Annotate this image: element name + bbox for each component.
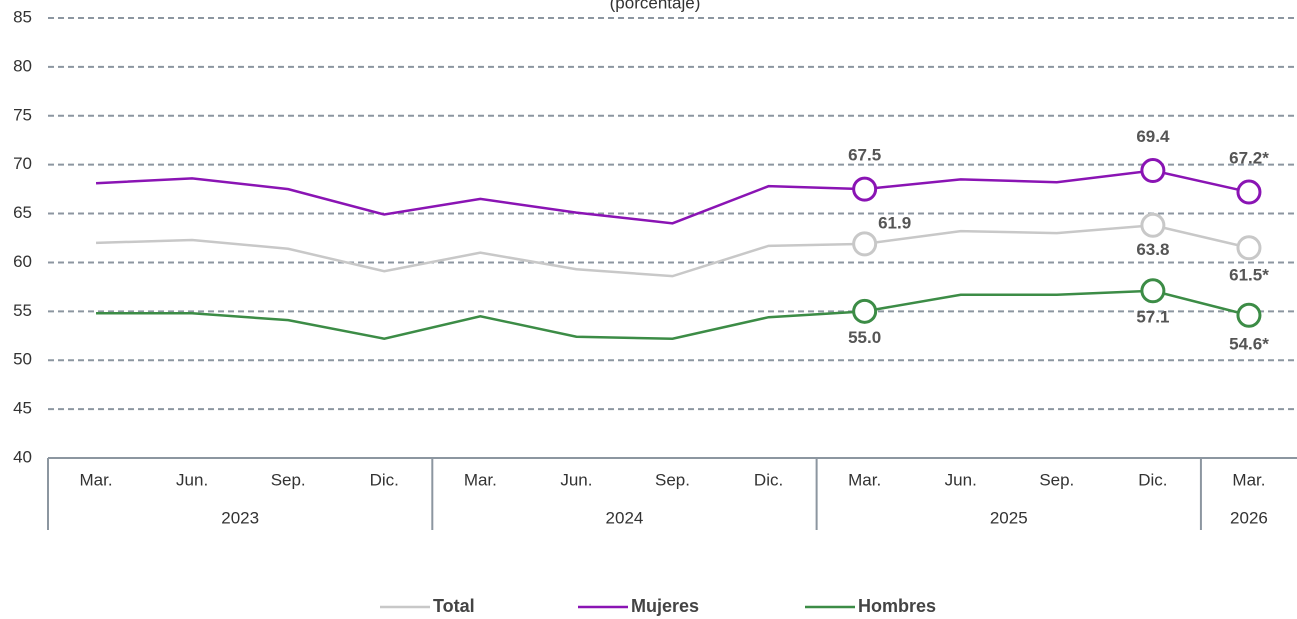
data-label: 55.0 [848, 328, 881, 347]
data-label: 57.1 [1136, 307, 1169, 326]
point-marker [852, 231, 878, 257]
point-marker [1140, 278, 1166, 304]
x-tick-label: Sep. [655, 470, 690, 489]
x-tick-label: Mar. [1232, 470, 1265, 489]
y-tick-label: 65 [13, 203, 32, 222]
x-tick-label: Jun. [945, 470, 977, 489]
data-label: 69.4 [1136, 127, 1170, 146]
x-tick-label: Mar. [464, 470, 497, 489]
x-tick-label: Mar. [848, 470, 881, 489]
series-line [96, 224, 1250, 278]
x-tick-label: Dic. [1138, 470, 1167, 489]
point-marker [1236, 235, 1262, 261]
point-marker [1236, 179, 1262, 205]
x-tick-label: Jun. [176, 470, 208, 489]
data-label: 63.8 [1136, 240, 1169, 259]
y-tick-label: 40 [13, 447, 32, 466]
data-label: 67.2* [1229, 149, 1269, 168]
x-tick-label: Sep. [1039, 470, 1074, 489]
x-tick-label: Dic. [754, 470, 783, 489]
data-label: 54.6* [1229, 335, 1269, 354]
y-tick-label: 85 [13, 7, 32, 26]
legend-label: Total [433, 596, 475, 616]
chart-subtitle: (porcentaje) [610, 0, 701, 12]
y-tick-label: 60 [13, 252, 32, 271]
point-marker [1140, 212, 1166, 238]
y-tick-label: 50 [13, 350, 32, 369]
group-label: 2024 [606, 508, 644, 527]
series-line [95, 169, 1250, 225]
x-tick-label: Mar. [80, 470, 113, 489]
y-tick-label: 55 [13, 301, 32, 320]
x-tick-label: Jun. [560, 470, 592, 489]
data-label: 61.5* [1229, 265, 1269, 284]
group-label: 2026 [1230, 508, 1268, 527]
y-tick-label: 70 [13, 154, 32, 173]
legend-label: Mujeres [631, 596, 699, 616]
data-label: 61.9 [878, 213, 911, 232]
group-label: 2023 [221, 508, 259, 527]
legend-label: Hombres [858, 596, 936, 616]
data-label: 67.5 [848, 146, 881, 165]
x-tick-label: Dic. [370, 470, 399, 489]
y-tick-label: 75 [13, 105, 32, 124]
y-tick-label: 45 [13, 399, 32, 418]
x-tick-label: Sep. [271, 470, 306, 489]
point-marker [852, 176, 878, 202]
point-marker [1140, 158, 1166, 184]
point-marker [852, 298, 878, 324]
point-marker [1236, 302, 1262, 328]
y-tick-label: 80 [13, 56, 32, 75]
group-label: 2025 [990, 508, 1028, 527]
series-line [96, 289, 1250, 340]
